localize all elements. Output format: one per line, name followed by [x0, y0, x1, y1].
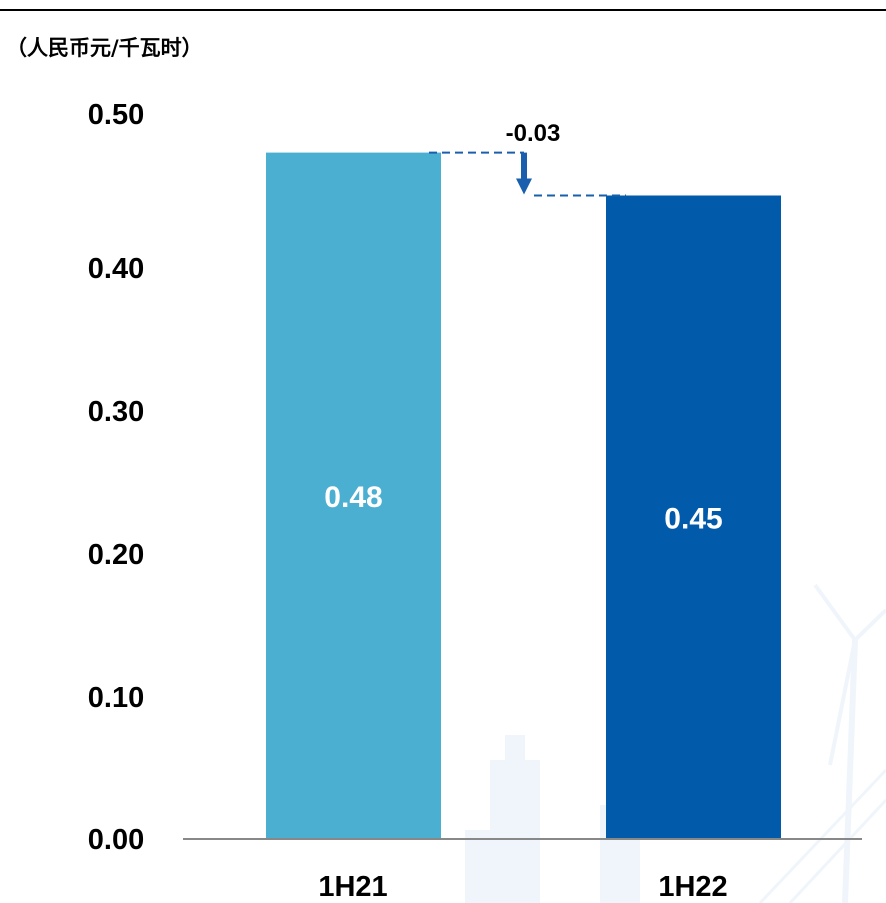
y-tick-label: 0.20	[88, 539, 144, 571]
unit-label: （人民币元/千瓦时）	[6, 36, 203, 60]
x-category-label: 1H21	[318, 871, 387, 903]
y-tick-label: 0.00	[88, 824, 144, 856]
bar-value-label: 0.45	[664, 502, 722, 535]
y-tick-label: 0.30	[88, 396, 144, 428]
delta-label: -0.03	[506, 120, 561, 147]
y-tick-label: 0.40	[88, 253, 144, 285]
y-tick-label: 0.10	[88, 682, 144, 714]
x-category-label: 1H22	[658, 871, 727, 903]
y-axis: 0.00 0.10 0.20 0.30 0.40 0.50	[88, 99, 144, 856]
y-tick-label: 0.50	[88, 99, 144, 131]
delta-arrow-icon	[516, 178, 532, 195]
bar-1h21	[266, 152, 441, 840]
bar-1h22	[606, 195, 781, 839]
background-watermark	[465, 583, 886, 903]
bar-value-label: 0.48	[324, 481, 382, 514]
